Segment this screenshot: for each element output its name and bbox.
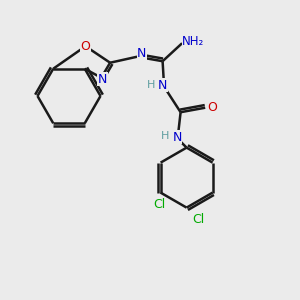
Text: N: N [98, 73, 107, 86]
Text: NH₂: NH₂ [182, 35, 205, 48]
Text: H: H [146, 80, 155, 90]
Text: N: N [158, 79, 167, 92]
Text: H: H [161, 131, 169, 141]
Text: O: O [81, 40, 90, 53]
Text: Cl: Cl [192, 212, 204, 226]
Text: N: N [137, 46, 147, 60]
Text: O: O [207, 101, 217, 114]
Text: N: N [172, 130, 182, 144]
Text: Cl: Cl [153, 197, 165, 211]
